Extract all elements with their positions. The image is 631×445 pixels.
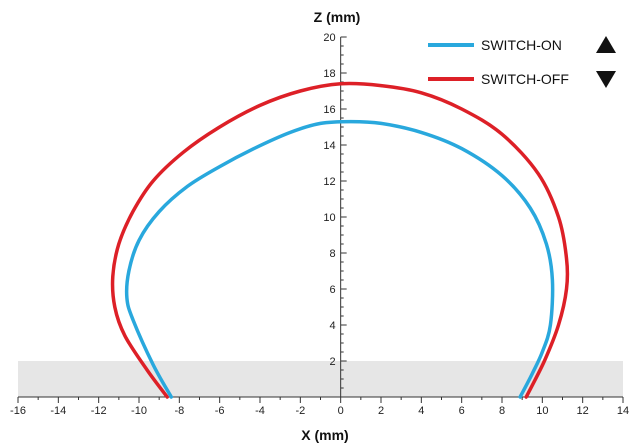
x-tick-label: -2 (295, 405, 305, 417)
y-tick-label: 4 (330, 320, 336, 332)
y-tick-label: 12 (323, 176, 335, 188)
y-tick-label: 8 (330, 248, 336, 260)
x-tick-label: 6 (459, 405, 465, 417)
y-tick-label: 10 (323, 212, 335, 224)
x-tick-label: -6 (215, 405, 225, 417)
legend: SWITCH-ON SWITCH-OFF (428, 36, 616, 88)
legend-label-switch-on: SWITCH-ON (481, 37, 562, 53)
series-line-switch-off (110, 81, 570, 399)
y-tick-label: 2 (330, 356, 336, 368)
x-tick-label: 4 (418, 405, 424, 417)
x-tick-label: 10 (536, 405, 548, 417)
up-triangle-icon (596, 36, 616, 53)
legend-label-switch-off: SWITCH-OFF (481, 71, 569, 87)
y-tick-label: 6 (330, 284, 336, 296)
shaded-band (18, 361, 623, 397)
series-line-switch-on (124, 119, 555, 399)
x-tick-label: -8 (174, 405, 184, 417)
x-axis-title: X (mm) (301, 427, 348, 443)
x-tick-label: -16 (10, 405, 26, 417)
y-axis-title: Z (mm) (314, 9, 361, 25)
y-tick-label: 20 (323, 32, 335, 44)
series-layer (110, 81, 570, 399)
y-tick-label: 16 (323, 104, 335, 116)
x-tick-label: 12 (577, 405, 589, 417)
x-tick-label: 8 (499, 405, 505, 417)
x-tick-label: 14 (617, 405, 629, 417)
x-tick-label: 0 (338, 405, 344, 417)
y-tick-label: 18 (323, 68, 335, 80)
x-tick-label: -10 (131, 405, 147, 417)
x-tick-label: -12 (91, 405, 107, 417)
x-tick-label: -14 (50, 405, 66, 417)
y-tick-label: 14 (323, 140, 335, 152)
down-triangle-icon (596, 71, 616, 88)
x-tick-label: 2 (378, 405, 384, 417)
x-tick-label: -4 (255, 405, 265, 417)
axes: -16 -14 -12 -10 -8 -6 -4 -2 0 2 4 6 8 10 12 14 2 4 6 8 10 12 1… (10, 32, 629, 417)
